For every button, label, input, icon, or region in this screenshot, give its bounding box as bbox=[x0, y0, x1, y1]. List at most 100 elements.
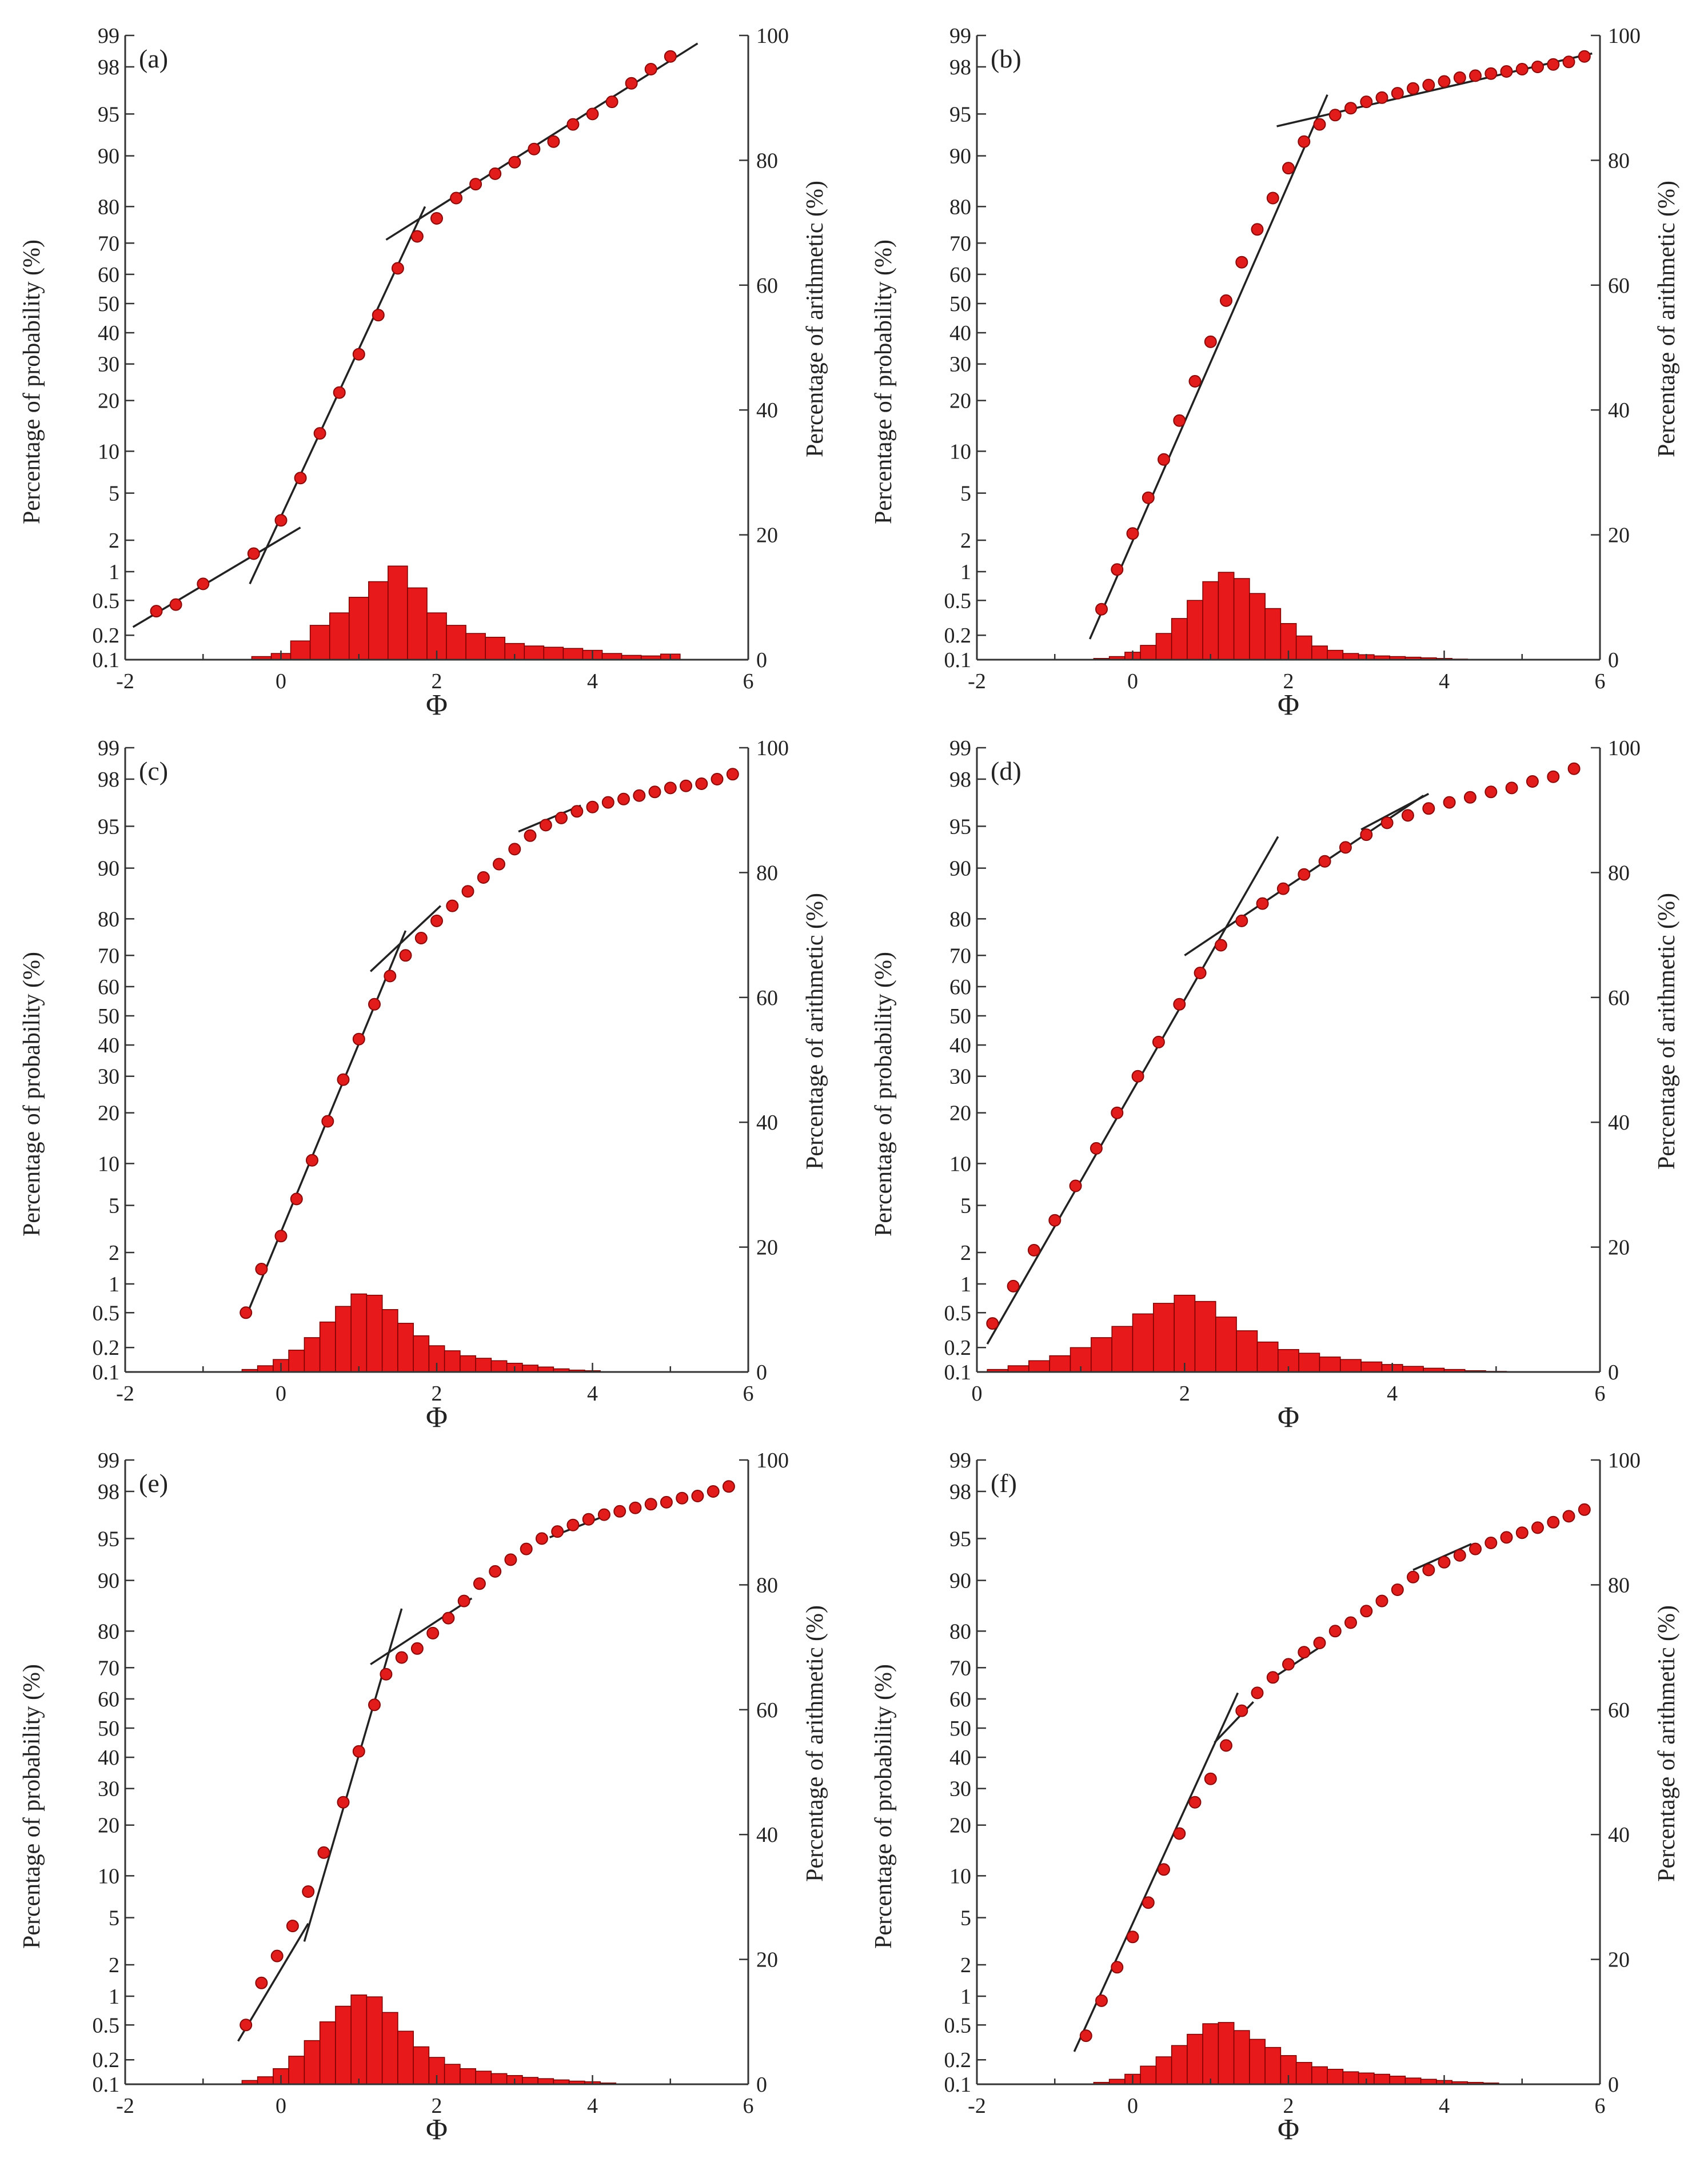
left-tick-label: 1 bbox=[109, 560, 119, 584]
panel-label: (e) bbox=[139, 1469, 168, 1498]
cumulative-point bbox=[1266, 192, 1279, 205]
x-tick-label: 2 bbox=[432, 2094, 442, 2118]
right-axis-title: Percentage of arithmetic (%) bbox=[802, 1605, 828, 1882]
right-axis-title: Percentage of arithmetic (%) bbox=[1654, 1605, 1680, 1882]
x-axis-title: Φ bbox=[426, 1401, 448, 1434]
cumulative-point bbox=[333, 386, 346, 399]
cumulative-point bbox=[1339, 841, 1352, 854]
histogram-bar bbox=[1264, 2047, 1282, 2085]
cumulative-point bbox=[317, 1846, 330, 1859]
x-tick-label: -2 bbox=[116, 1382, 134, 1406]
histogram-bar bbox=[257, 2076, 274, 2085]
x-axis-title: Φ bbox=[1278, 1401, 1299, 1434]
right-tick-label: 40 bbox=[1608, 1823, 1630, 1847]
chart-panel-a: 0.10.20.51251020304050607080909598990204… bbox=[19, 24, 828, 721]
left-tick-label: 0.5 bbox=[944, 1301, 972, 1325]
cumulative-point bbox=[1188, 375, 1202, 388]
left-tick-label: 10 bbox=[949, 440, 971, 464]
cumulative-point bbox=[691, 1490, 704, 1502]
left-tick-label: 90 bbox=[949, 145, 971, 169]
left-tick-label: 0.1 bbox=[944, 1361, 972, 1385]
right-tick-label: 40 bbox=[756, 1111, 778, 1135]
left-tick-label: 70 bbox=[949, 944, 971, 968]
histogram-bar bbox=[1155, 633, 1172, 660]
left-tick-label: 70 bbox=[98, 944, 119, 968]
cumulative-point bbox=[695, 777, 708, 790]
chart-panel-e: 0.10.20.51251020304050607080909598990204… bbox=[19, 1449, 828, 2146]
left-tick-label: 95 bbox=[949, 815, 971, 839]
cumulative-point bbox=[247, 547, 260, 560]
cumulative-point bbox=[1131, 1070, 1144, 1083]
cumulative-point bbox=[1505, 781, 1518, 795]
cumulative-point bbox=[270, 1949, 284, 1962]
right-tick-label: 20 bbox=[1608, 1948, 1630, 1972]
histogram-bar bbox=[490, 1360, 508, 1373]
cumulative-point bbox=[457, 1594, 470, 1607]
trend-line bbox=[1214, 1701, 1254, 1744]
x-axis-title: Φ bbox=[426, 689, 448, 721]
left-axis-title: Percentage of probability (%) bbox=[19, 952, 45, 1236]
trend-line bbox=[385, 42, 699, 241]
histogram-bar bbox=[1249, 593, 1266, 660]
chart-panel-c: 0.10.20.51251020304050607080909598990204… bbox=[19, 736, 828, 1434]
histogram-bar bbox=[490, 2073, 508, 2085]
cumulative-point bbox=[1531, 61, 1544, 73]
x-axis-title: Φ bbox=[426, 2113, 448, 2146]
cumulative-point bbox=[352, 348, 365, 361]
cumulative-point bbox=[1027, 1244, 1040, 1256]
right-tick-label: 40 bbox=[756, 1823, 778, 1847]
cumulative-point bbox=[1007, 1279, 1020, 1293]
right-tick-label: 0 bbox=[756, 648, 767, 672]
histogram-bar bbox=[475, 2071, 492, 2085]
cumulative-point bbox=[566, 118, 580, 131]
histogram-bar bbox=[1256, 1341, 1279, 1373]
x-tick-label: 0 bbox=[972, 1382, 983, 1406]
cumulative-point bbox=[1194, 967, 1207, 979]
cumulative-point bbox=[1328, 1625, 1342, 1638]
cumulative-point bbox=[391, 262, 404, 275]
panel-label: (b) bbox=[991, 44, 1021, 73]
histogram-bar bbox=[304, 1337, 321, 1373]
cumulative-point bbox=[1069, 1179, 1082, 1192]
cumulative-point bbox=[524, 829, 537, 842]
left-tick-label: 60 bbox=[98, 263, 119, 287]
left-tick-label: 0.2 bbox=[93, 1336, 120, 1360]
left-tick-label: 95 bbox=[98, 1527, 119, 1551]
histogram-bar bbox=[1327, 649, 1344, 660]
cumulative-point bbox=[410, 230, 424, 243]
right-tick-label: 60 bbox=[756, 274, 778, 298]
histogram-bar bbox=[1140, 645, 1157, 660]
cumulative-point bbox=[489, 167, 502, 180]
cumulative-point bbox=[1484, 67, 1498, 80]
cumulative-point bbox=[306, 1154, 318, 1167]
left-tick-label: 50 bbox=[98, 292, 119, 316]
cumulative-point bbox=[1214, 939, 1227, 952]
histogram-bar bbox=[475, 1358, 492, 1373]
histogram-bar bbox=[329, 612, 350, 660]
cumulative-point bbox=[1375, 91, 1388, 104]
histogram-bar bbox=[460, 1355, 476, 1373]
right-tick-label: 20 bbox=[1608, 524, 1630, 548]
cumulative-point bbox=[446, 899, 459, 912]
left-tick-label: 5 bbox=[109, 1906, 119, 1930]
cumulative-point bbox=[1152, 1035, 1165, 1048]
cumulative-point bbox=[597, 1508, 610, 1521]
cumulative-point bbox=[380, 1668, 393, 1681]
histogram-bar bbox=[1264, 608, 1282, 660]
cumulative-point bbox=[313, 427, 326, 440]
cumulative-point bbox=[986, 1317, 999, 1330]
left-tick-label: 40 bbox=[98, 1034, 119, 1058]
left-tick-label: 95 bbox=[98, 102, 119, 126]
cumulative-point bbox=[1090, 1142, 1103, 1155]
left-tick-label: 20 bbox=[98, 1814, 119, 1838]
cumulative-point bbox=[1158, 453, 1170, 466]
cumulative-point bbox=[1360, 1605, 1373, 1618]
cumulative-point bbox=[240, 1306, 253, 1319]
cumulative-point bbox=[442, 1611, 455, 1625]
left-tick-label: 50 bbox=[949, 1717, 971, 1741]
cumulative-point bbox=[286, 1920, 299, 1933]
cumulative-point bbox=[368, 1698, 381, 1712]
cumulative-point bbox=[1298, 1646, 1311, 1659]
x-tick-label: -2 bbox=[116, 669, 134, 693]
cumulative-point bbox=[294, 472, 307, 485]
